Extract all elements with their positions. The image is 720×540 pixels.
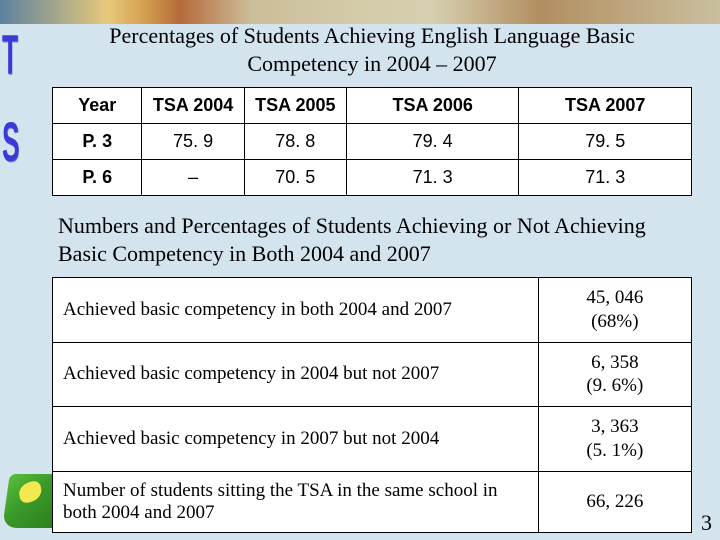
row-value: 6, 358(9. 6%) [538, 342, 691, 407]
col-header: TSA 2007 [519, 88, 692, 124]
row-value: 3, 363(5. 1%) [538, 407, 691, 472]
cell: – [142, 160, 244, 196]
row-label: Number of students sitting the TSA in th… [53, 471, 539, 532]
cell: 71. 3 [346, 160, 519, 196]
cell: 79. 5 [519, 124, 692, 160]
competency-breakdown-table: Achieved basic competency in both 2004 a… [52, 277, 692, 533]
cell: 79. 4 [346, 124, 519, 160]
row-label: Achieved basic competency in 2004 but no… [53, 342, 539, 407]
side-letter-s: S [2, 120, 21, 169]
table-header-row: Year TSA 2004 TSA 2005 TSA 2006 TSA 2007 [53, 88, 692, 124]
page-number: 3 [701, 510, 712, 536]
cell: 75. 9 [142, 124, 244, 160]
col-header: TSA 2005 [244, 88, 346, 124]
side-decor-letters: T S [2, 32, 21, 168]
side-letter-t: T [2, 32, 21, 81]
cell: 78. 8 [244, 124, 346, 160]
cell: 71. 3 [519, 160, 692, 196]
table-row: Number of students sitting the TSA in th… [53, 471, 692, 532]
cell: 70. 5 [244, 160, 346, 196]
table-row: Achieved basic competency in both 2004 a… [53, 278, 692, 343]
row-value: 66, 226 [538, 471, 691, 532]
row-label: P. 3 [53, 124, 142, 160]
table-row: Achieved basic competency in 2007 but no… [53, 407, 692, 472]
slide-title: Percentages of Students Achieving Englis… [52, 22, 692, 77]
table-row: Achieved basic competency in 2004 but no… [53, 342, 692, 407]
tsa-summary-table: Year TSA 2004 TSA 2005 TSA 2006 TSA 2007… [52, 87, 692, 196]
row-label: Achieved basic competency in both 2004 a… [53, 278, 539, 343]
col-header: Year [53, 88, 142, 124]
slide-subtitle: Numbers and Percentages of Students Achi… [58, 212, 692, 267]
table-row: P. 3 75. 9 78. 8 79. 4 79. 5 [53, 124, 692, 160]
col-header: TSA 2004 [142, 88, 244, 124]
row-label: Achieved basic competency in 2007 but no… [53, 407, 539, 472]
row-value: 45, 046(68%) [538, 278, 691, 343]
table-row: P. 6 – 70. 5 71. 3 71. 3 [53, 160, 692, 196]
decorative-banner [0, 0, 720, 24]
slide-content: Percentages of Students Achieving Englis… [52, 22, 692, 533]
col-header: TSA 2006 [346, 88, 519, 124]
row-label: P. 6 [53, 160, 142, 196]
